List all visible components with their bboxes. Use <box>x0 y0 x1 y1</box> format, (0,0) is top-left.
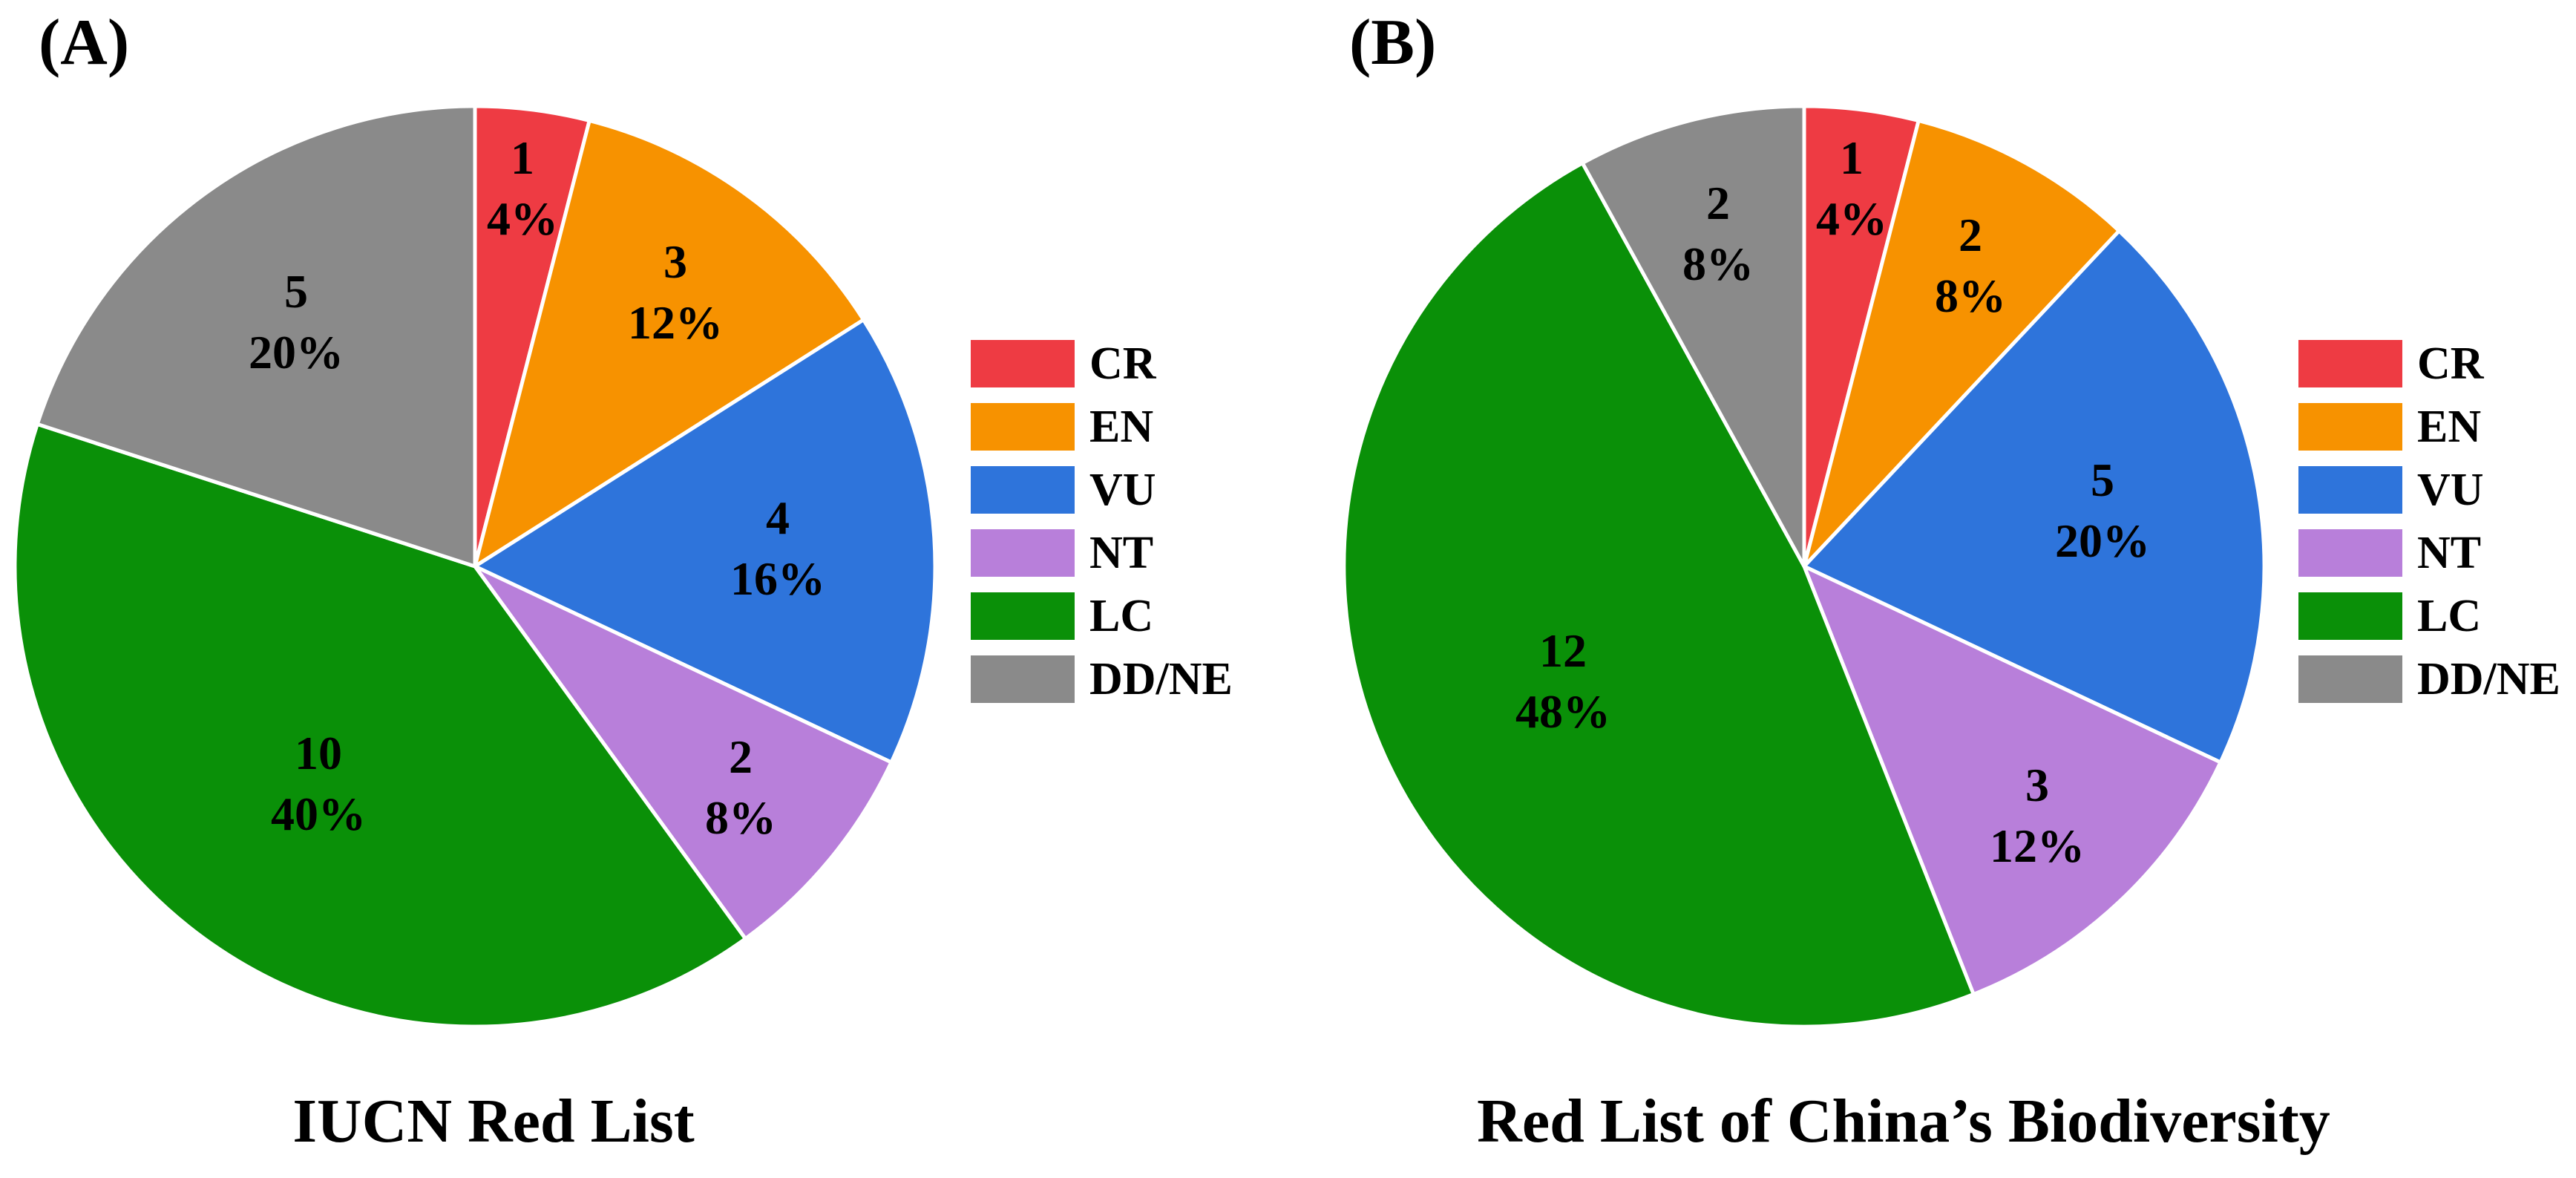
legend-b-swatch-nt <box>2298 529 2402 577</box>
pie-a-label-nt-percent: 8% <box>705 791 776 844</box>
pie-a-slice-lc <box>13 422 747 1029</box>
legend-b-label-cr: CR <box>2417 338 2484 389</box>
pie-a-label-dd-ne-count: 5 <box>284 265 308 318</box>
pie-a-label-en-percent: 12% <box>628 296 723 349</box>
legend-a-label-vu: VU <box>1089 465 1156 515</box>
pie-b-label-vu-count: 5 <box>2091 454 2114 506</box>
legend-b-swatch-en <box>2298 403 2402 451</box>
legend-b-swatch-dd-ne <box>2298 655 2402 703</box>
pie-a-title: IUCN Red List <box>292 1087 695 1156</box>
pie-b-slice-lc <box>1342 161 1976 1029</box>
pie-a-slice-vu <box>473 318 937 765</box>
legend-a-swatch-nt <box>971 529 1075 577</box>
legend-b-label-nt: NT <box>2417 528 2482 578</box>
legend-a-item-lc: LC <box>971 592 1233 640</box>
legend-a-item-nt: NT <box>971 529 1233 577</box>
legend-b-swatch-lc <box>2298 592 2402 640</box>
pie-a: 1 4% 3 12% 4 16% 2 8% 10 40% 5 20% <box>13 104 937 1029</box>
panel-b-letter: (B) <box>1349 7 1437 79</box>
pie-a-label-dd-ne-percent: 20% <box>249 326 344 379</box>
pie-b-slice-vu <box>1802 229 2267 765</box>
legend-a-item-cr: CR <box>971 340 1233 387</box>
pie-a-label-cr-count: 1 <box>511 131 534 184</box>
legend-a-label-nt: NT <box>1089 528 1154 578</box>
legend-b-label-en: EN <box>2417 402 2482 452</box>
legend-b-item-dd-ne: DD/NE <box>2298 655 2560 703</box>
pie-a-label-lc-percent: 40% <box>271 788 366 840</box>
pie-a-label-cr-percent: 4% <box>487 192 558 245</box>
pie-a-slice-en <box>473 119 865 569</box>
pie-a-label-en-count: 3 <box>663 235 687 288</box>
legend-a-swatch-cr <box>971 340 1075 387</box>
legend-a-label-dd-ne: DD/NE <box>1089 654 1233 704</box>
legend-a-label-cr: CR <box>1089 338 1156 389</box>
pie-b: 1 4% 2 8% 5 20% 3 12% 12 48% 2 8% <box>1342 104 2267 1029</box>
pie-a-slice-nt <box>473 564 894 941</box>
legend-b-label-dd-ne: DD/NE <box>2417 654 2560 704</box>
legend-b-item-lc: LC <box>2298 592 2560 640</box>
panel-a-letter: (A) <box>39 7 130 79</box>
legend-b-swatch-cr <box>2298 340 2402 387</box>
legend-a-item-dd-ne: DD/NE <box>971 655 1233 703</box>
legend-b-item-nt: NT <box>2298 529 2560 577</box>
legend-b-label-lc: LC <box>2417 591 2482 641</box>
pie-b-slice-en <box>1802 119 2121 569</box>
legend-a-item-en: EN <box>971 403 1233 451</box>
pie-b-slice-nt <box>1802 564 2223 996</box>
legend-a-label-en: EN <box>1089 402 1154 452</box>
pie-b-label-dd-ne-percent: 8% <box>1682 238 1754 290</box>
legend-a-swatch-dd-ne <box>971 655 1075 703</box>
legend-b: CR EN VU NT LC DD/NE <box>2298 340 2560 719</box>
legend-a-swatch-vu <box>971 466 1075 514</box>
legend-b-item-cr: CR <box>2298 340 2560 387</box>
legend-b-item-en: EN <box>2298 403 2560 451</box>
pie-a-label-nt-count: 2 <box>729 730 753 783</box>
pie-b-label-nt-count: 3 <box>2025 759 2049 811</box>
pie-b-label-cr-count: 1 <box>1840 131 1864 184</box>
pie-b-label-en-count: 2 <box>1959 209 1982 261</box>
pie-b-label-en-percent: 8% <box>1935 269 2006 322</box>
legend-b-item-vu: VU <box>2298 466 2560 514</box>
pie-a-label-lc-count: 10 <box>295 727 342 779</box>
pie-b-label-dd-ne-count: 2 <box>1706 177 1730 229</box>
pie-b-title: Red List of China’s Biodiversity <box>1477 1087 2330 1156</box>
pie-a-label-vu-percent: 16% <box>730 552 825 605</box>
legend-a: CR EN VU NT LC DD/NE <box>971 340 1233 719</box>
legend-a-item-vu: VU <box>971 466 1233 514</box>
legend-a-swatch-lc <box>971 592 1075 640</box>
legend-a-swatch-en <box>971 403 1075 451</box>
pie-b-label-nt-percent: 12% <box>1990 819 2085 872</box>
pie-b-slice-dd-ne <box>1580 104 1806 569</box>
legend-b-swatch-vu <box>2298 466 2402 514</box>
pie-a-slice-dd-ne <box>35 104 477 569</box>
pie-b-label-vu-percent: 20% <box>2055 514 2150 567</box>
legend-a-label-lc: LC <box>1089 591 1154 641</box>
pie-b-label-cr-percent: 4% <box>1816 192 1887 245</box>
legend-b-label-vu: VU <box>2417 465 2484 515</box>
pie-b-label-lc-count: 12 <box>1539 624 1587 677</box>
pie-a-label-vu-count: 4 <box>766 491 790 544</box>
pie-b-label-lc-percent: 48% <box>1515 685 1610 738</box>
